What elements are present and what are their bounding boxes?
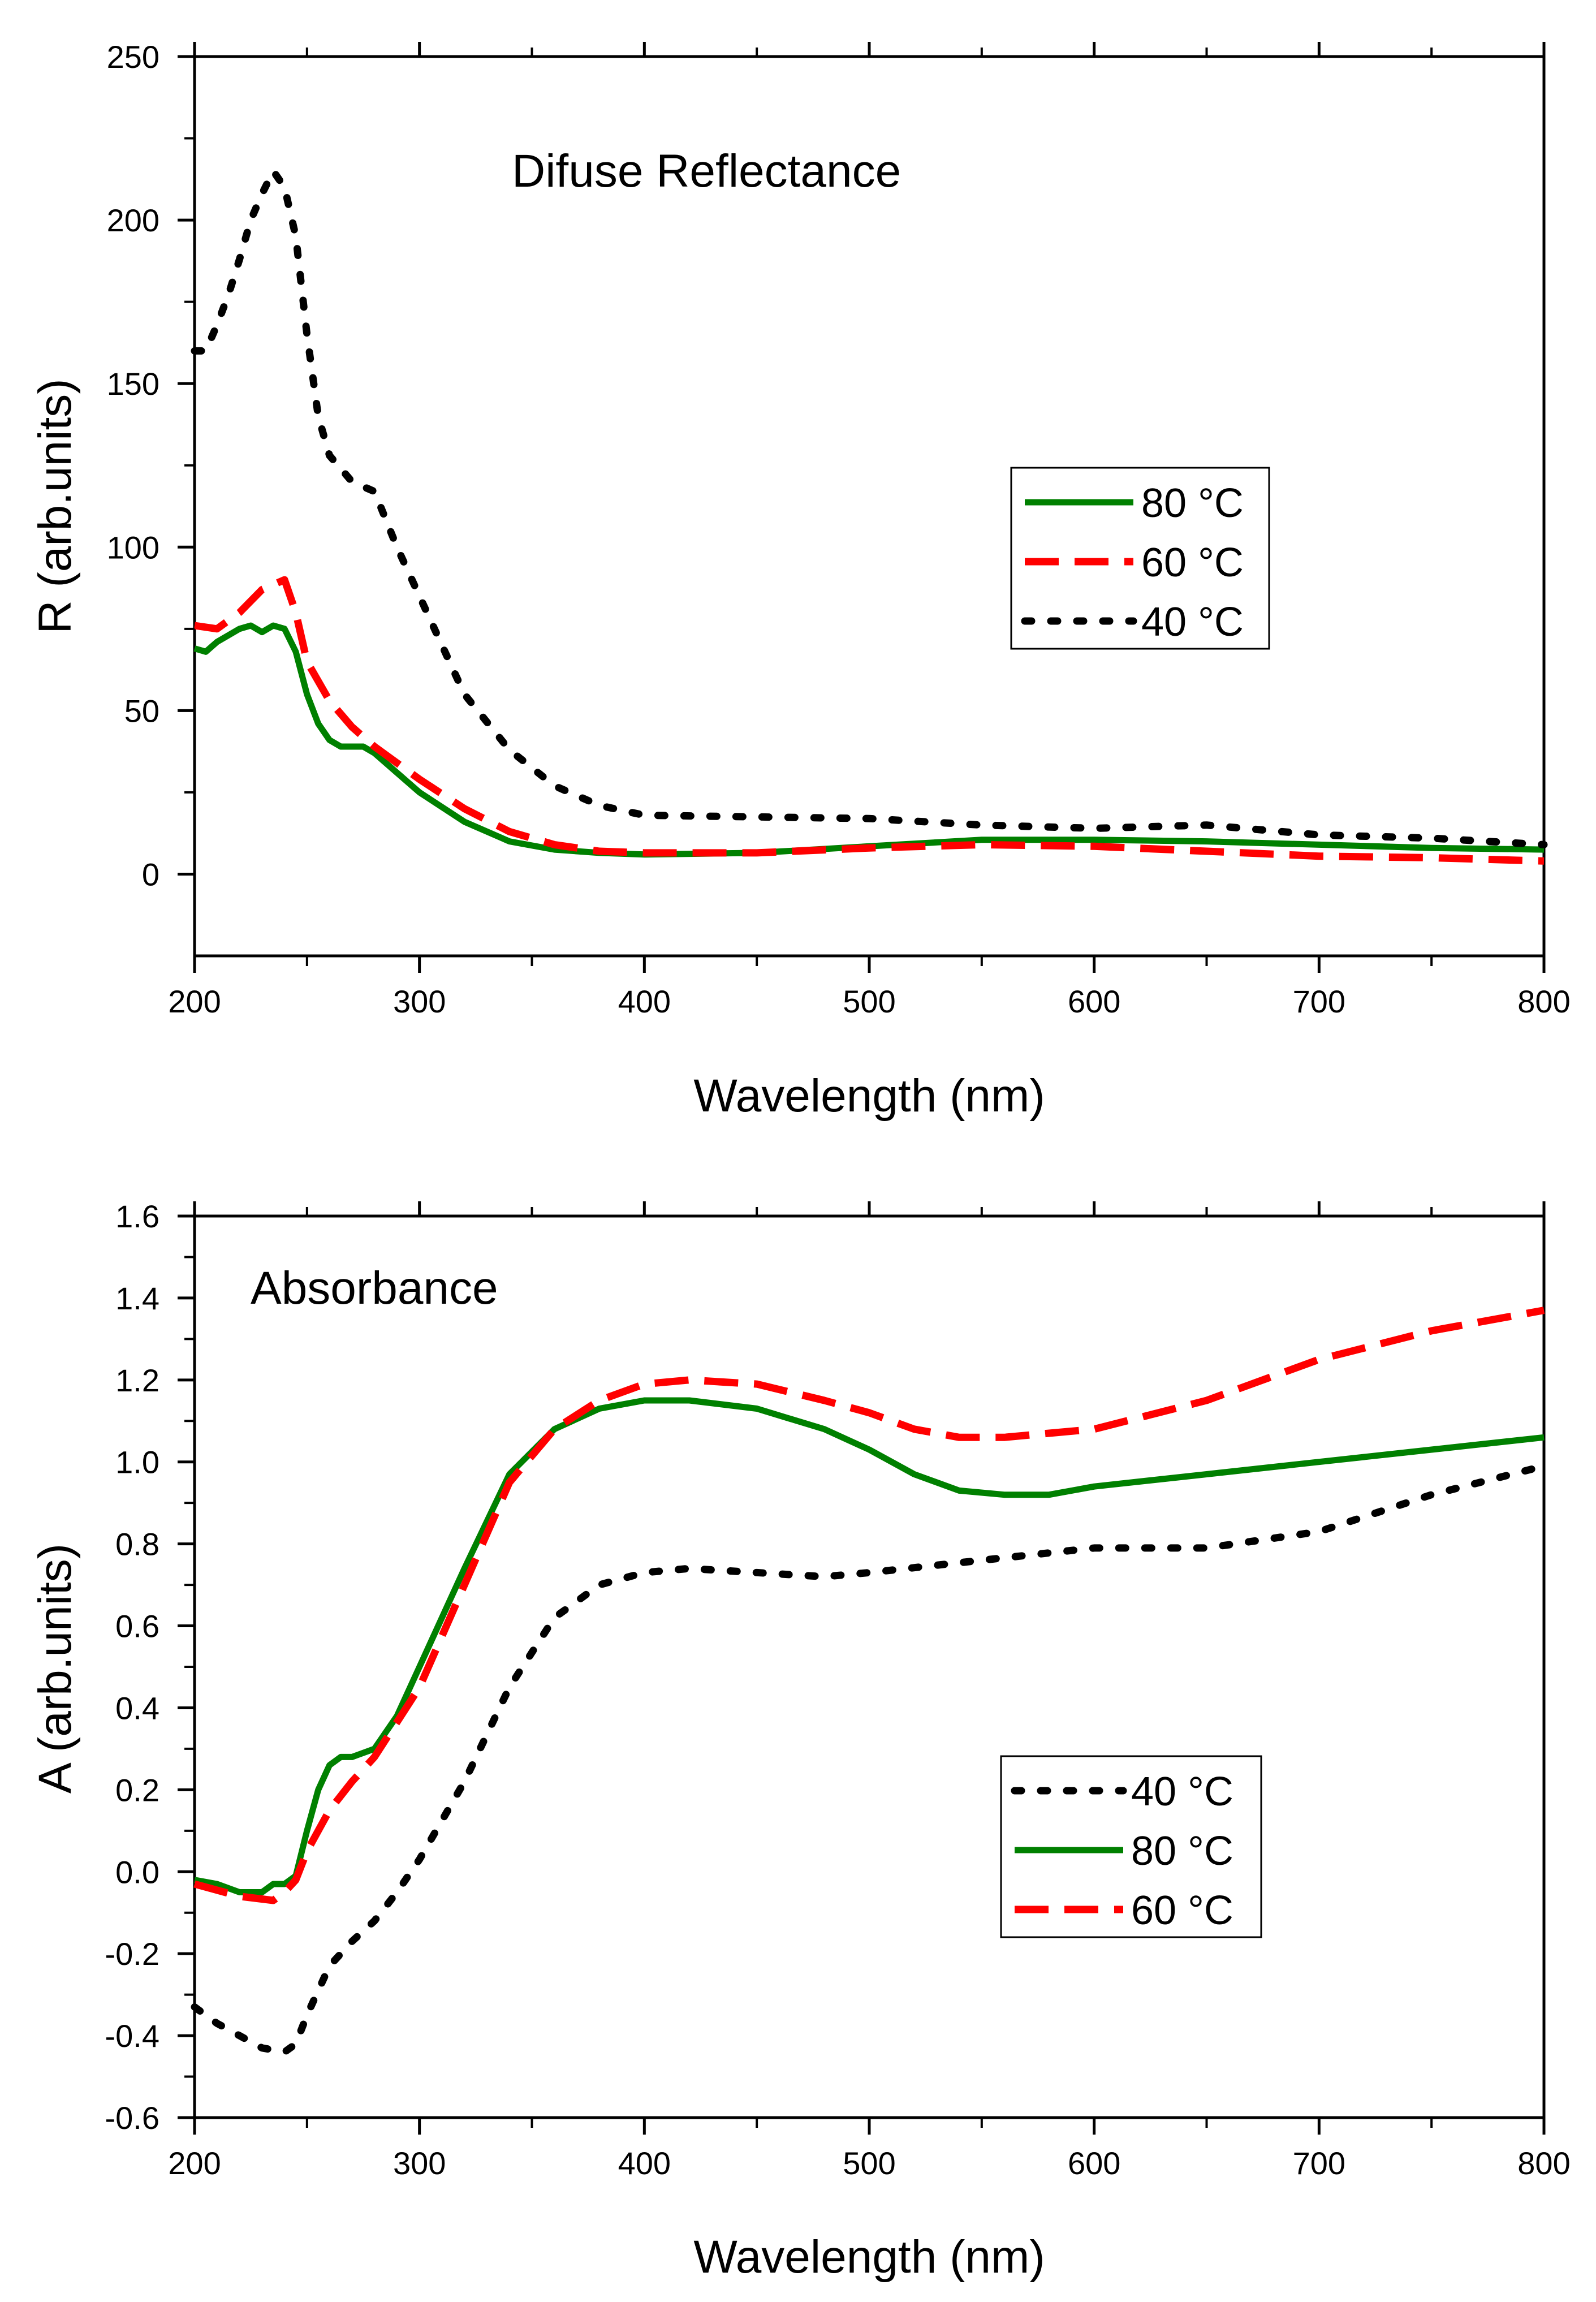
absorbance-x-axis-title: Wavelength (nm) <box>693 2231 1045 2283</box>
reflectance-axes: 200 300 400 500 600 700 800 0 50 100 150 200 250 <box>107 39 1571 1019</box>
reflectance-chart: 200 300 400 500 600 700 800 0 50 100 150 200 250 Dif… <box>29 39 1571 1122</box>
reflectance-x-tick-label: 300 <box>393 984 446 1019</box>
reflectance-x-tick-label: 700 <box>1293 984 1345 1019</box>
absorbance-y-tick-label: -0.6 <box>105 2100 160 2136</box>
legend-label-40c: 40 °C <box>1131 1769 1233 1814</box>
absorbance-y-tick-label: 0.8 <box>115 1527 159 1562</box>
reflectance-y-tick-label: 100 <box>107 529 159 565</box>
reflectance-y-tick-label: 250 <box>107 39 159 75</box>
absorbance-y-tick-label: 1.2 <box>115 1363 159 1398</box>
reflectance-y-tick-label: 200 <box>107 202 159 238</box>
absorbance-y-tick-label: 0.6 <box>115 1609 159 1644</box>
reflectance-y-axis-title: R (arb.units) <box>29 378 81 633</box>
reflectance-series-40c-line <box>191 167 1548 848</box>
absorbance-legend-entries: 40 °C 80 °C 60 °C <box>1011 1769 1233 1933</box>
absorbance-y-axis-title: A (arb.units) <box>29 1544 81 1794</box>
legend-label-60c: 60 °C <box>1141 540 1244 585</box>
legend-label-80c: 80 °C <box>1131 1829 1233 1874</box>
absorbance-axes: 200 300 400 500 600 700 800 -0.6 -0.4 -0.2 0.0 0.2 0… <box>105 1199 1571 2181</box>
reflectance-legend-entries: 80 °C 60 °C 40 °C <box>1021 481 1244 645</box>
legend-label-60c: 60 °C <box>1131 1888 1233 1933</box>
reflectance-x-tick-label: 800 <box>1517 984 1570 1019</box>
absorbance-x-tick-label: 400 <box>618 2145 671 2181</box>
absorbance-x-tick-label: 800 <box>1517 2145 1570 2181</box>
reflectance-series-group <box>191 167 1548 865</box>
reflectance-x-tick-label: 200 <box>168 984 221 1019</box>
reflectance-series-60c-line <box>194 576 1545 865</box>
reflectance-x-axis-title: Wavelength (nm) <box>693 1070 1045 1122</box>
absorbance-x-tick-label: 700 <box>1293 2145 1345 2181</box>
reflectance-chart-title: Difuse Reflectance <box>512 145 901 197</box>
reflectance-legend: 80 °C 60 °C 40 °C <box>1010 467 1270 650</box>
absorbance-x-tick-label: 300 <box>393 2145 446 2181</box>
absorbance-chart-title: Absorbance <box>251 1262 498 1314</box>
absorbance-series-40c-line <box>191 1462 1548 2056</box>
reflectance-y-tick-label: 0 <box>142 856 159 892</box>
reflectance-y-tick-label: 50 <box>124 693 159 728</box>
absorbance-y-tick-label: 0.0 <box>115 1854 159 1890</box>
legend-label-80c: 80 °C <box>1141 481 1244 526</box>
reflectance-x-tick-label: 400 <box>618 984 671 1019</box>
absorbance-y-tick-label: 0.2 <box>115 1772 159 1808</box>
legend-label-40c: 40 °C <box>1141 600 1244 645</box>
absorbance-y-tick-label: 0.4 <box>115 1690 159 1726</box>
absorbance-y-tick-label: 1.4 <box>115 1281 159 1316</box>
absorbance-series-60c-line <box>193 1307 1545 1904</box>
absorbance-series-80c-line <box>194 1397 1545 1895</box>
absorbance-x-tick-label: 200 <box>168 2145 221 2181</box>
reflectance-series-80c-line <box>193 622 1545 858</box>
absorbance-x-tick-label: 500 <box>843 2145 895 2181</box>
absorbance-y-tick-label: -0.2 <box>105 1936 160 1972</box>
absorbance-y-tick-label: 1.6 <box>115 1199 159 1234</box>
absorbance-legend: 40 °C 80 °C 60 °C <box>1000 1755 1262 1938</box>
reflectance-x-tick-label: 500 <box>843 984 895 1019</box>
reflectance-y-tick-label: 150 <box>107 366 159 402</box>
reflectance-x-tick-label: 600 <box>1068 984 1120 1019</box>
absorbance-x-tick-label: 600 <box>1068 2145 1120 2181</box>
absorbance-chart: 200 300 400 500 600 700 800 -0.6 -0.4 -0.2 0.0 0.2 0… <box>29 1199 1571 2283</box>
absorbance-y-tick-label: 1.0 <box>115 1445 159 1480</box>
absorbance-series-group <box>191 1307 1548 2056</box>
absorbance-y-tick-label: -0.4 <box>105 2018 160 2054</box>
